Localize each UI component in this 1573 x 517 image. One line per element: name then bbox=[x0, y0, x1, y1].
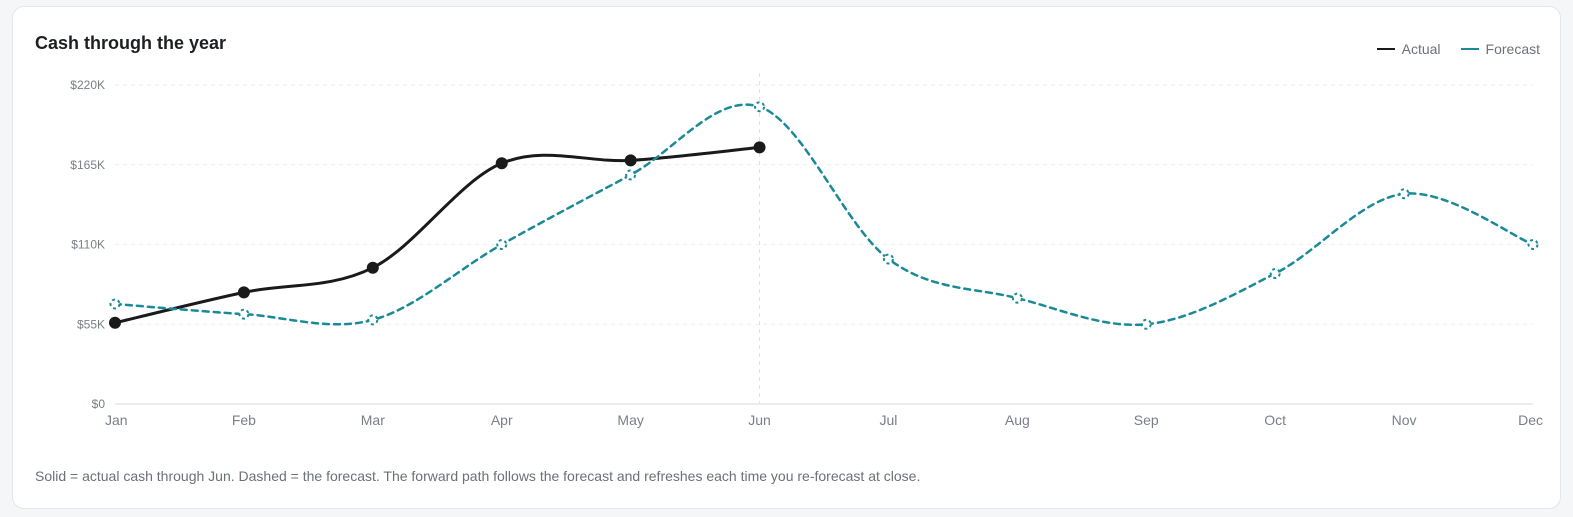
chart-card: Cash through the year Actual Forecast $0… bbox=[12, 6, 1561, 509]
x-tick-label: Apr bbox=[491, 412, 513, 428]
data-point-forecast bbox=[1527, 239, 1539, 250]
data-point-actual bbox=[237, 286, 250, 299]
y-tick-label: $55K bbox=[77, 317, 105, 331]
x-tick-label: Oct bbox=[1264, 412, 1286, 428]
legend-label-actual: Actual bbox=[1401, 41, 1441, 57]
x-tick-label: Jul bbox=[880, 412, 898, 428]
data-point-forecast bbox=[367, 314, 379, 326]
x-tick-label: Mar bbox=[361, 412, 385, 428]
data-point-actual bbox=[366, 261, 379, 274]
x-tick-label: Aug bbox=[1005, 412, 1030, 428]
legend-swatch-forecast bbox=[1460, 48, 1479, 50]
data-point-actual bbox=[753, 141, 766, 154]
data-point-forecast bbox=[238, 308, 250, 320]
x-tick-label: Dec bbox=[1518, 412, 1543, 428]
y-tick-label: $165K bbox=[70, 158, 105, 172]
data-point-actual bbox=[495, 157, 508, 170]
y-tick-label: $110K bbox=[71, 238, 105, 252]
series-line-forecast bbox=[113, 103, 1535, 327]
data-point-actual bbox=[624, 154, 637, 167]
data-point-forecast bbox=[882, 253, 894, 265]
series-line-actual bbox=[113, 145, 762, 325]
data-point-actual bbox=[109, 316, 121, 329]
legend-item-forecast[interactable]: Forecast bbox=[1460, 41, 1540, 57]
data-point-forecast bbox=[625, 169, 637, 181]
data-point-forecast bbox=[1269, 268, 1281, 279]
x-tick-label: May bbox=[617, 412, 643, 428]
data-point-forecast bbox=[1140, 318, 1152, 330]
data-point-forecast bbox=[1011, 292, 1023, 304]
legend-label-forecast: Forecast bbox=[1485, 41, 1540, 57]
data-point-forecast bbox=[1398, 188, 1410, 200]
line-chart: $0 $55K $110K $165K $220K Jan Feb Mar Apr May Jun J… bbox=[70, 73, 1543, 428]
y-tick-label: $220K bbox=[70, 78, 105, 92]
x-tick-label: Jan bbox=[105, 412, 128, 428]
x-tick-label: Feb bbox=[232, 412, 256, 428]
chart-legend: Actual Forecast bbox=[1376, 41, 1540, 57]
y-tick-label: $0 bbox=[92, 397, 106, 411]
x-tick-label: Sep bbox=[1134, 412, 1159, 428]
legend-item-actual[interactable]: Actual bbox=[1376, 41, 1441, 57]
x-tick-label: Nov bbox=[1392, 412, 1417, 428]
legend-swatch-actual bbox=[1376, 48, 1395, 50]
chart-title: Cash through the year bbox=[35, 33, 227, 53]
data-point-forecast bbox=[109, 298, 121, 310]
chart-footnote: Solid = actual cash through Jun. Dashed … bbox=[35, 468, 921, 484]
data-point-forecast bbox=[496, 239, 508, 250]
data-point-forecast bbox=[754, 101, 766, 113]
x-tick-label: Jun bbox=[748, 412, 771, 428]
